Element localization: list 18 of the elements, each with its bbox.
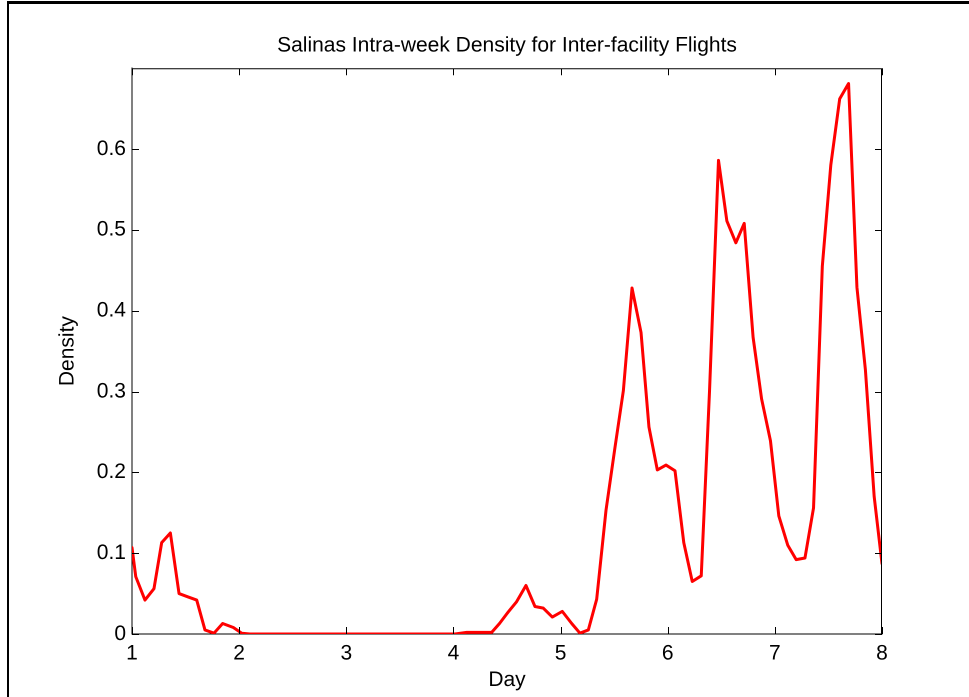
x-tick-label: 5 xyxy=(554,641,566,664)
y-tick-label: 0 xyxy=(114,622,126,645)
x-tick-label: 8 xyxy=(876,641,888,664)
y-tick-label: 0.4 xyxy=(96,298,126,322)
y-tick-label: 0.6 xyxy=(96,136,126,160)
y-tick-label: 0.1 xyxy=(96,540,126,564)
y-tick-label: 0.5 xyxy=(96,218,126,241)
chart-title: Salinas Intra-week Density for Inter-facility Flights xyxy=(277,33,737,56)
x-tick-label: 2 xyxy=(233,641,245,664)
x-tick-label: 6 xyxy=(662,641,674,664)
x-tick-label: 7 xyxy=(769,641,781,664)
y-tick-label: 0.3 xyxy=(96,379,126,402)
x-axis-title: Day xyxy=(488,668,526,692)
x-tick-label: 3 xyxy=(340,641,352,664)
y-axis-title: Density xyxy=(55,316,78,386)
x-tick-label: 1 xyxy=(126,641,138,664)
x-tick-label: 4 xyxy=(448,641,460,664)
y-tick-label: 0.2 xyxy=(96,460,126,484)
